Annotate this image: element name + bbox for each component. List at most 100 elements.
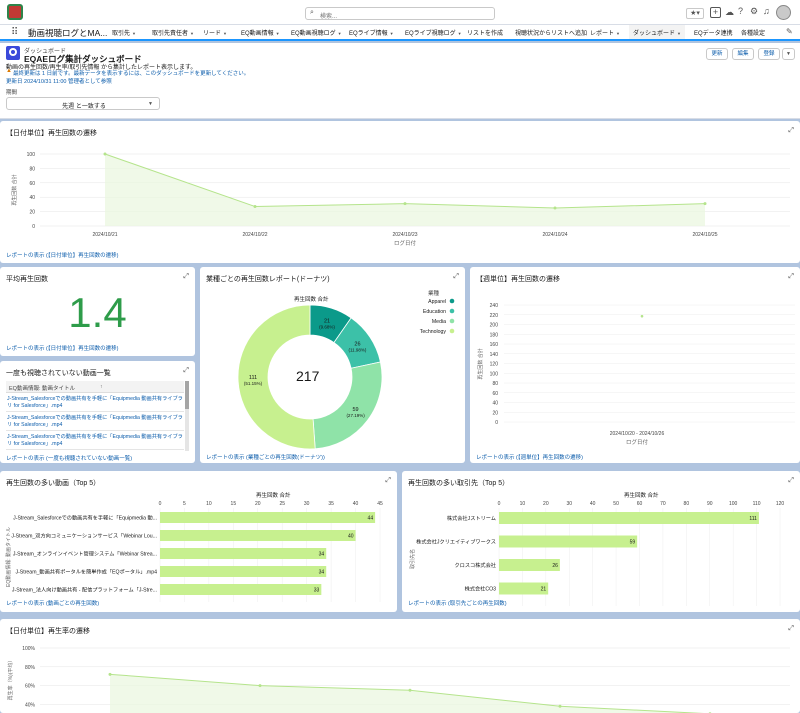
nav-item-label: ダッシュボード (633, 31, 676, 37)
card-industry-donut: 業種ごとの再生回数レポート(ドーナツ) ⤢ 再生回数 合計 業種 21 (9.68… (200, 267, 465, 463)
nav-item-6[interactable]: EQライブ視聴ログ ▼ (405, 28, 462, 37)
gear-icon[interactable]: ⚙ (750, 6, 759, 16)
search-box[interactable]: ⌕ 検索... (305, 7, 495, 20)
nav-item-4[interactable]: EQ動画視聴ログ ▼ (291, 28, 342, 37)
card-unwatched-videos: 一度も視聴されていない動画一覧 ⤢ EQ動画情報: 動画タイトル ↑ J-Str… (0, 361, 195, 463)
report-link[interactable]: レポートの表示 (一度も視聴されていない動画一覧) (6, 456, 133, 462)
card-daily-plays: 【日付単位】再生回数の遷移 ⤢ 0 20 40 60 80 100 2024/10/21 20… (0, 121, 800, 263)
category-label: 株式会社Jストリーム (447, 514, 496, 522)
edit-nav-icon[interactable]: ✎ (786, 27, 793, 36)
favorites-button[interactable]: ★▾ (686, 8, 704, 19)
chevron-down-icon[interactable]: ▼ (337, 31, 342, 36)
card-top-accounts: 再生回数の多い取引先（Top 5） ⤢ 再生回数 合計 0 10 20 30 40 50 6… (402, 471, 800, 612)
scrollbar[interactable] (185, 381, 189, 451)
slice-label: (11.98%) (349, 347, 367, 352)
report-link[interactable]: レポートの表示 (【日付単位】再生回数の遷移) (6, 346, 119, 352)
help-icon[interactable]: ? (738, 6, 744, 16)
legend-label: Apparel (428, 299, 446, 305)
x-tick-label: 70 (660, 501, 666, 507)
x-tick-label: 40 (353, 501, 359, 507)
report-link[interactable]: レポートの表示 (取引先ごとの再生回数) (408, 601, 507, 607)
edit-button[interactable]: 編集 (732, 48, 754, 60)
table-row[interactable]: J-Stream_Salesforceでの動画共有を手軽に「Equipmedia… (6, 413, 184, 431)
line-chart-daily-rate: 100%80%60%40%20%0%再生率（%)(平均） (7, 646, 790, 713)
report-link[interactable]: レポートの表示 (動画ごとの再生回数) (6, 601, 100, 607)
table-row[interactable]: J-Stream_Salesforceでの動画共有を手軽に「Equipmedia… (6, 394, 184, 412)
app-launcher-icon[interactable]: ⠿ (11, 27, 18, 38)
nav-item-3[interactable]: EQ動画情報 ▼ (241, 28, 280, 37)
card-title: 平均再生回数 (6, 276, 48, 283)
chevron-down-icon[interactable]: ▼ (389, 31, 394, 36)
card-title: 一度も視聴されていない動画一覧 (6, 370, 111, 377)
table-header[interactable]: EQ動画情報: 動画タイトル ↑ (6, 381, 184, 393)
expand-icon[interactable]: ⤢ (453, 273, 459, 280)
nav-item-11[interactable]: EQデータ連携 (694, 28, 733, 37)
nav-item-label: 各種設定 (741, 31, 766, 37)
expand-icon[interactable]: ⤢ (385, 477, 391, 484)
org-logo (7, 4, 23, 20)
nav-item-9[interactable]: レポート ▼ (590, 28, 620, 37)
chevron-down-icon[interactable]: ▼ (457, 31, 462, 36)
nav-item-label: リストを作成 (467, 31, 504, 37)
updated-text: 更新日 2024/10/31 11:00 管理者として参照 (6, 79, 112, 85)
legend-label: Media (432, 319, 446, 325)
expand-icon[interactable]: ⤢ (788, 127, 794, 134)
chevron-down-icon[interactable]: ▼ (275, 31, 280, 36)
expand-icon[interactable]: ⤢ (788, 273, 794, 280)
report-link[interactable]: レポートの表示 (業種ごとの再生回数(ドーナツ)) (206, 455, 325, 461)
chevron-down-icon[interactable]: ▼ (616, 31, 620, 36)
bell-icon[interactable]: ♫ (763, 6, 770, 16)
nav-item-12[interactable]: 各種設定 (741, 28, 765, 37)
data-point (258, 684, 262, 688)
trailhead-icon[interactable]: ☁ (725, 7, 734, 17)
bar (499, 559, 560, 571)
x-tick-label: 2024/10/23 (392, 232, 417, 238)
report-link[interactable]: レポートの表示 (【日付単位】再生回数の遷移) (6, 253, 119, 259)
x-tick-label: 110 (753, 501, 761, 507)
chevron-down-icon[interactable]: ▼ (132, 31, 136, 36)
header-subtitle: 動画の再生回数/再生率/取引先情報 から集計したレポート表示します。 (6, 65, 197, 71)
nav-item-7[interactable]: リストを作成 (467, 28, 503, 37)
bar (499, 535, 638, 548)
x-tick-label: 10 (520, 501, 526, 507)
x-tick-label: 30 (566, 501, 572, 507)
stale-warning: 最終更新は 1 日前です。最新データを表示するには、このダッシュボードを更新して… (13, 71, 250, 77)
top-bar: ⌕ 検索... ★▾ + ☁ ? ⚙ ♫ (0, 0, 800, 25)
y-tick-label: 20 (492, 410, 498, 416)
refresh-button[interactable]: 更新 (706, 48, 728, 60)
app-title: 動画視聴ログとMA... (28, 28, 108, 38)
nav-item-10[interactable]: ダッシュボード ▼ (629, 25, 685, 39)
legend-label: Technology (420, 329, 447, 335)
chevron-down-icon[interactable]: ▼ (223, 31, 227, 36)
add-icon[interactable]: + (710, 7, 721, 18)
x-tick-label: 45 (377, 501, 383, 507)
bar (499, 582, 549, 595)
period-filter-dropdown[interactable]: 先週 と一致する ▼ (6, 97, 160, 110)
subscribe-button[interactable]: 登録 (758, 48, 780, 60)
expand-icon[interactable]: ⤢ (183, 367, 189, 374)
chart-subtitle: 再生回数 合計 (294, 297, 329, 303)
report-link[interactable]: レポートの表示 (【週単位】再生回数の遷移) (476, 455, 583, 461)
chevron-down-icon[interactable]: ▼ (190, 31, 194, 36)
more-actions-button[interactable]: ▼ (782, 48, 795, 60)
avatar[interactable] (776, 5, 791, 20)
nav-item-label: EQ動画視聴ログ (291, 31, 336, 37)
nav-item-0[interactable]: 取引先 ▼ (112, 28, 136, 37)
x-tick-label: 0 (498, 501, 501, 507)
bar (499, 512, 759, 524)
expand-icon[interactable]: ⤢ (183, 273, 189, 280)
nav-item-2[interactable]: リード ▼ (203, 28, 227, 37)
category-label: クロスコ株式会社 (454, 561, 496, 569)
nav-item-8[interactable]: 視聴状況からリストへ追加 (515, 28, 587, 37)
filter-label: 期間 (6, 90, 18, 96)
chevron-down-icon[interactable]: ▼ (677, 31, 681, 36)
expand-icon[interactable]: ⤢ (788, 477, 794, 484)
data-point (253, 205, 257, 209)
expand-icon[interactable]: ⤢ (788, 625, 794, 632)
data-label: 44 (368, 516, 374, 522)
period-filter-value: 先週 と一致する (62, 104, 106, 110)
nav-item-5[interactable]: EQライブ情報 ▼ (349, 28, 394, 37)
nav-item-1[interactable]: 取引先責任者 ▼ (152, 28, 194, 37)
y-tick-label: 0 (495, 420, 498, 426)
table-row[interactable]: J-Stream_Salesforceでの動画共有を手軽に「Equipmedia… (6, 432, 184, 450)
